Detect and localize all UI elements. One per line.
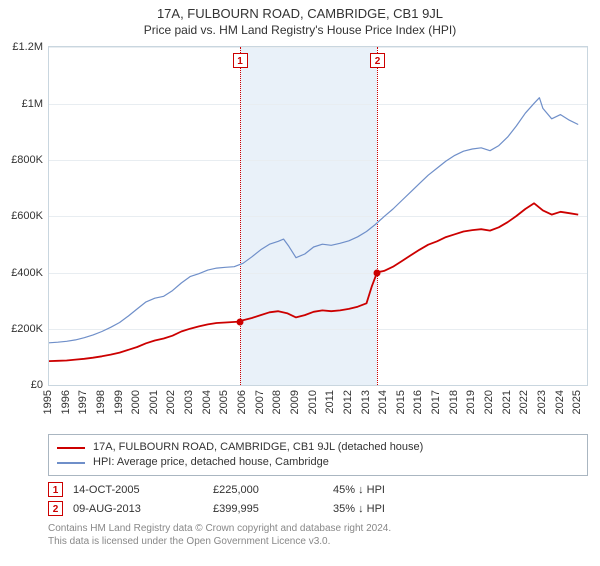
- x-axis-label: 2002: [165, 390, 177, 414]
- event-number-box: 2: [48, 501, 63, 516]
- legend-swatch-1: [57, 447, 85, 449]
- footer-line-2: This data is licensed under the Open Gov…: [48, 535, 588, 548]
- x-axis-label: 1997: [77, 390, 89, 414]
- x-axis-label: 2000: [130, 390, 142, 414]
- x-axis-label: 2015: [395, 390, 407, 414]
- y-axis-label: £1M: [22, 98, 43, 110]
- x-axis-label: 2004: [201, 390, 213, 414]
- x-axis-label: 2020: [483, 390, 495, 414]
- footer-line-1: Contains HM Land Registry data © Crown c…: [48, 522, 588, 535]
- event-table-row: 2 09-AUG-2013£399,99535% ↓ HPI: [48, 501, 588, 516]
- x-axis-label: 2011: [324, 390, 336, 414]
- x-axis-label: 2006: [236, 390, 248, 414]
- x-axis-label: 2021: [501, 390, 513, 414]
- x-axis-label: 2023: [536, 390, 548, 414]
- footer-attribution: Contains HM Land Registry data © Crown c…: [48, 522, 588, 548]
- x-axis-label: 2007: [254, 390, 266, 414]
- chart-subtitle: Price paid vs. HM Land Registry's House …: [0, 23, 600, 39]
- chart-plot-area: £0£200K£400K£600K£800K£1M£1.2M12: [48, 46, 588, 386]
- x-axis-label: 2013: [360, 390, 372, 414]
- x-axis-labels: 1995199619971998199920002001200220032004…: [48, 386, 588, 430]
- x-axis-label: 2009: [289, 390, 301, 414]
- data-point-marker: [374, 269, 381, 276]
- legend-row-1: 17A, FULBOURN ROAD, CAMBRIDGE, CB1 9JL (…: [57, 440, 579, 455]
- event-pct-vs-hpi: 35% ↓ HPI: [333, 503, 453, 515]
- y-axis-label: £400K: [11, 267, 43, 279]
- data-point-marker: [236, 319, 243, 326]
- event-table-row: 1 14-OCT-2005£225,00045% ↓ HPI: [48, 482, 588, 497]
- series-line-price_paid: [49, 204, 578, 362]
- chart-title: 17A, FULBOURN ROAD, CAMBRIDGE, CB1 9JL: [0, 6, 600, 23]
- x-axis-label: 2022: [518, 390, 530, 414]
- legend-box: 17A, FULBOURN ROAD, CAMBRIDGE, CB1 9JL (…: [48, 434, 588, 476]
- x-axis-label: 2017: [430, 390, 442, 414]
- event-number-box: 1: [48, 482, 63, 497]
- x-axis-label: 2024: [554, 390, 566, 414]
- chart-svg: [49, 47, 587, 385]
- legend-swatch-2: [57, 462, 85, 464]
- events-table: 1 14-OCT-2005£225,00045% ↓ HPI 2 09-AUG-201…: [48, 482, 588, 516]
- x-axis-label: 1998: [95, 390, 107, 414]
- legend-row-2: HPI: Average price, detached house, Camb…: [57, 455, 579, 470]
- x-axis-label: 1999: [113, 390, 125, 414]
- series-line-hpi: [49, 98, 578, 343]
- x-axis-label: 2003: [183, 390, 195, 414]
- x-axis-label: 2019: [465, 390, 477, 414]
- event-date: 14-OCT-2005: [73, 484, 213, 496]
- x-axis-label: 2001: [148, 390, 160, 414]
- x-axis-label: 2008: [271, 390, 283, 414]
- x-axis-label: 2016: [412, 390, 424, 414]
- x-axis-label: 1996: [60, 390, 72, 414]
- y-axis-label: £600K: [11, 210, 43, 222]
- y-axis-label: £200K: [11, 323, 43, 335]
- x-axis-label: 2012: [342, 390, 354, 414]
- x-axis-label: 2005: [218, 390, 230, 414]
- x-axis-label: 1995: [42, 390, 54, 414]
- x-axis-label: 2010: [307, 390, 319, 414]
- y-axis-label: £800K: [11, 154, 43, 166]
- event-price: £399,995: [213, 503, 333, 515]
- legend-label-1: 17A, FULBOURN ROAD, CAMBRIDGE, CB1 9JL (…: [93, 440, 423, 455]
- event-price: £225,000: [213, 484, 333, 496]
- event-date: 09-AUG-2013: [73, 503, 213, 515]
- x-axis-label: 2014: [377, 390, 389, 414]
- x-axis-label: 2025: [571, 390, 583, 414]
- y-axis-label: £1.2M: [12, 41, 43, 53]
- x-axis-label: 2018: [448, 390, 460, 414]
- legend-label-2: HPI: Average price, detached house, Camb…: [93, 455, 329, 470]
- event-pct-vs-hpi: 45% ↓ HPI: [333, 484, 453, 496]
